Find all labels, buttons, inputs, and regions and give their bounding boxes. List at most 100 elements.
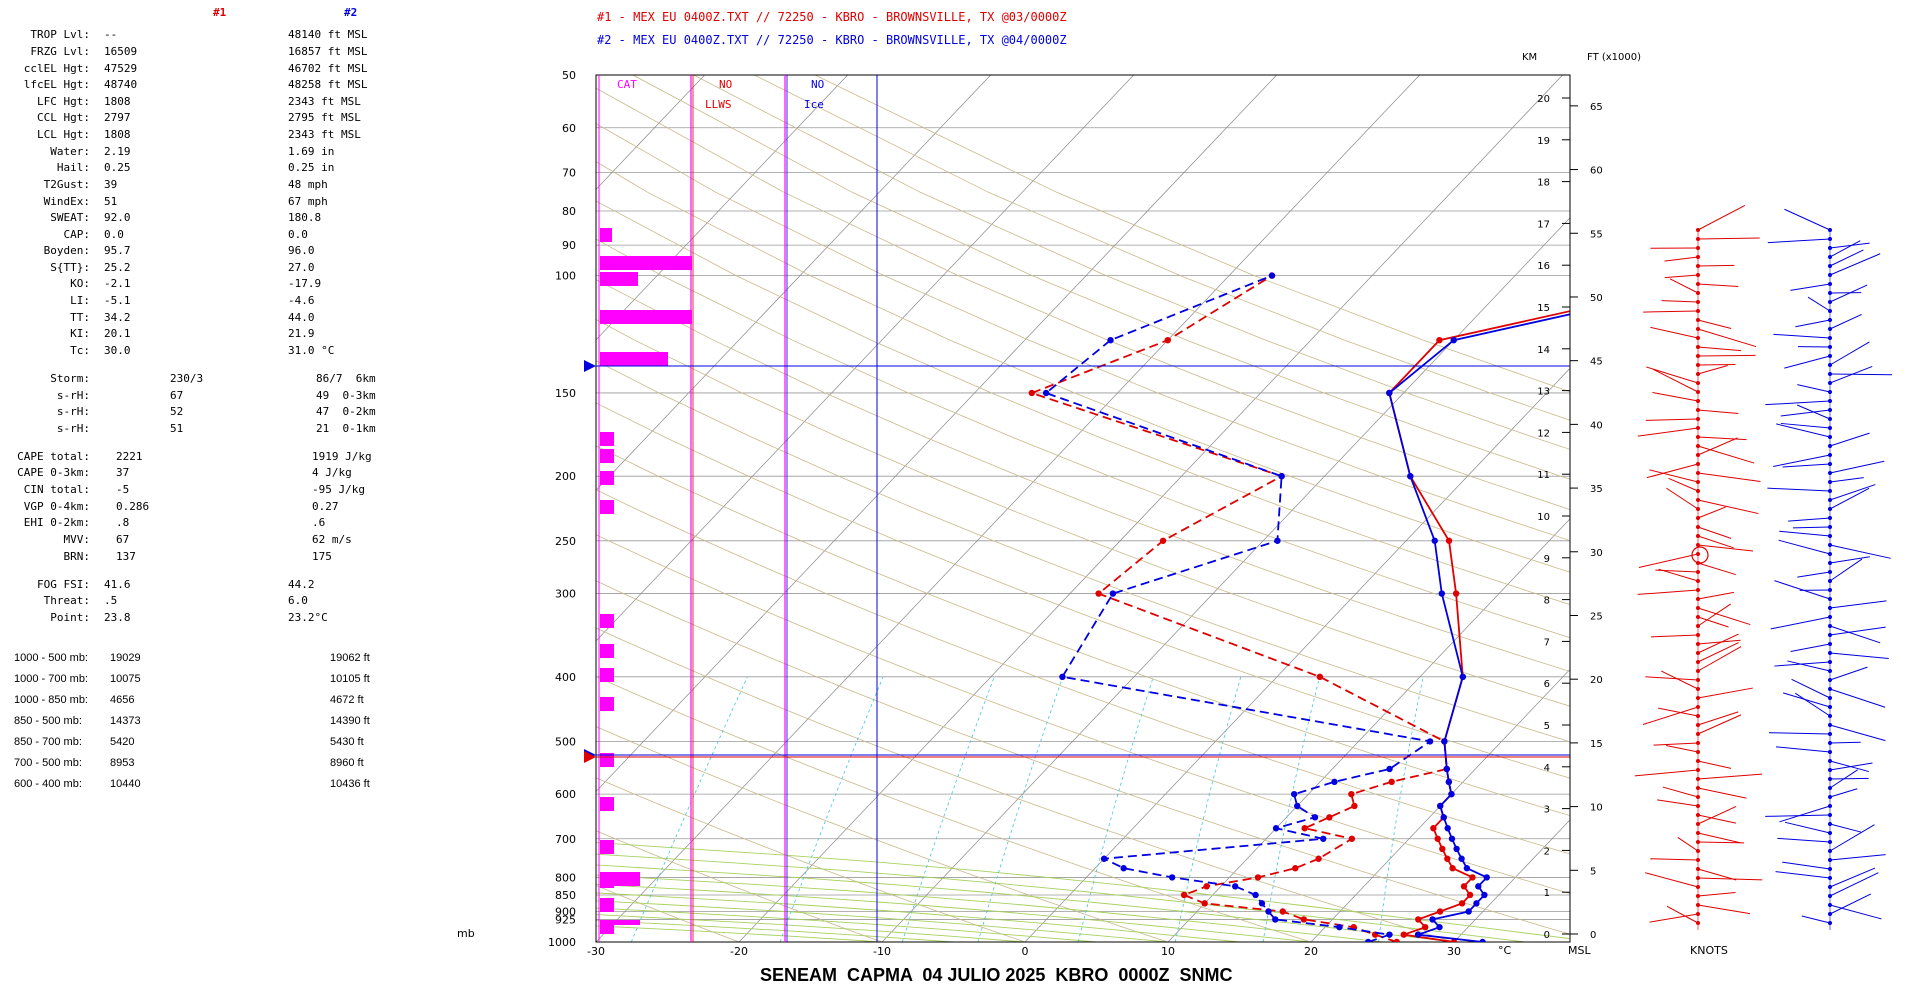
cat-bar [600,644,614,658]
wind-barb-point [1828,633,1832,637]
wind-barb-point [1828,489,1832,493]
param-value-1: 8953 [110,757,135,769]
series-point [1292,865,1299,872]
wind-barb [1697,526,1732,539]
series-point [1444,825,1451,832]
wind-barb-point [1828,570,1832,574]
param-label: Water: [50,145,90,158]
param-value-2: 44.2 [288,578,315,591]
param-value-1: 23.8 [104,611,131,624]
wind-barb-point [1828,876,1832,880]
wind-barb [1829,666,1868,681]
wind-barb-point [1828,228,1832,232]
param-value-1: 51 [104,195,118,208]
km-tick-label: 8 [1544,596,1550,607]
wind-barb-point [1828,354,1832,358]
dry-adiabat [596,87,1570,511]
wind-barb [1829,313,1862,330]
dry-adiabat [632,75,1570,480]
wind-barb [1829,373,1892,376]
wind-barb [1776,423,1831,438]
wind-barb [1650,634,1699,638]
param-value-1: -2.1 [104,277,131,290]
mixing-ratio-line [977,676,1064,942]
wind-barb [1807,296,1831,312]
wind-barb [1829,341,1870,366]
param-label: KI: [70,327,90,340]
km-tick-label: 6 [1544,679,1550,690]
mixing-ratio-line [630,676,748,942]
wind-barb-point [1828,768,1832,772]
wind-barb [1829,284,1868,303]
wind-barb [1785,821,1831,834]
wind-barb-point [1696,444,1700,448]
series-point [1348,835,1356,842]
temperature-tick-label: -20 [730,945,748,958]
wind-barb-point [1828,813,1832,817]
degc-axis-label: °C [1498,944,1512,957]
param-label: CAPE total: [17,450,90,463]
wind-barb-point [1696,489,1700,493]
wind-barb [1697,832,1741,844]
series-point [1458,900,1466,907]
wind-barb [1797,384,1831,393]
param-value-1: 230/3 [170,372,204,385]
param-value-2: 62 m/s [312,533,352,546]
wind-barb [1779,530,1831,537]
km-tick-label: 16 [1537,261,1550,272]
wind-barb [1697,319,1732,329]
wind-barb-point [1696,534,1700,538]
wind-barb-point [1696,588,1700,592]
wind-barb-point [1828,408,1832,412]
wind-barb-point [1696,228,1700,232]
param-value-2: 6.0 [288,594,308,607]
wind-barb-point [1696,435,1700,439]
wind-barb-point [1828,786,1832,790]
wind-barb [1657,799,1699,807]
wind-barb-point [1696,894,1700,898]
wind-barb-point [1696,678,1700,682]
cat-bar [600,449,614,463]
series-point [1316,673,1324,681]
wind-barb-point [1828,759,1832,763]
wind-barb-point [1696,552,1700,556]
ft-tick-label: 15 [1590,739,1603,750]
wind-barb-point [1696,255,1700,259]
wind-barb-point [1696,921,1700,925]
param-value-1: 41.6 [104,578,131,591]
wind-barb [1637,427,1699,437]
wind-barb [1697,868,1737,881]
param-value-1: -5 [116,483,130,496]
series-point [1268,272,1276,279]
cat-bar [600,256,692,270]
wind-barb-point [1696,624,1700,628]
series-point [1272,825,1280,832]
ft-tick-label: 65 [1590,102,1603,113]
param-label: 600 - 400 mb: [14,778,82,790]
wind-barb-point [1696,237,1700,241]
series-point [1159,537,1167,544]
wind-barb-point [1828,579,1832,583]
ft-tick-label: 10 [1590,803,1603,814]
param-value-2: 23.2°C [288,611,328,624]
isotherm [596,75,1134,642]
wind-barb-point [1828,723,1832,727]
param-label: Boyden: [43,244,90,257]
param-label: Threat: [43,594,90,607]
wind-barb-point [1828,381,1832,385]
wind-barb-point [1696,354,1700,358]
wind-barb [1829,824,1875,852]
wind-barb [1697,773,1763,780]
knots-label: KNOTS [1690,944,1728,957]
series-point [1430,825,1437,832]
param-value-1: 25.2 [104,261,131,274]
wind-barb-point [1828,732,1832,736]
param-label: Hail: [56,161,90,174]
series-point [1254,874,1262,881]
cat-bar [600,697,614,711]
param-label: VGP 0-4km: [23,500,90,513]
wind-barb [1767,487,1831,492]
wind-barb [1787,660,1831,672]
param-value-2: 44.0 [288,311,315,324]
wind-barb-point [1828,318,1832,322]
